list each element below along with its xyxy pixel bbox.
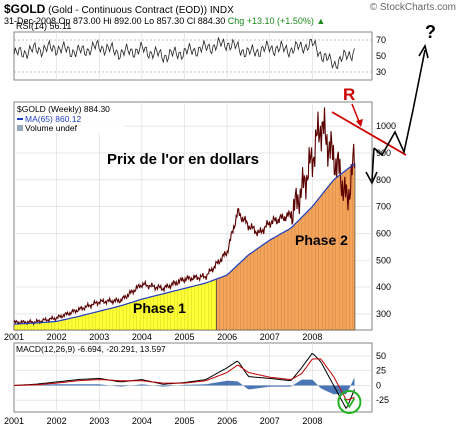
price-axis-tick: 400	[376, 282, 391, 292]
main-annotation-title: Prix de l'or en dollars	[107, 151, 259, 168]
bottom-v-mark	[343, 397, 356, 409]
macd-x-tick-label: 2003	[89, 416, 109, 426]
quote-row: 31-Dec-2008 Op 873.00 Hi 892.00 Lo 857.3…	[4, 16, 325, 26]
macd-signal-line	[13, 358, 355, 401]
legend-box	[15, 103, 125, 133]
question-mark: ?	[425, 22, 436, 42]
price-axis-tick: 600	[376, 228, 391, 238]
main-x-tick-label: 2002	[47, 332, 67, 342]
main-x-tick-label: 2001	[4, 332, 24, 342]
main-x-tick-label: 2008	[302, 332, 322, 342]
macd-x-tick-label: 2006	[217, 416, 237, 426]
main-x-tick-label: 2006	[217, 332, 237, 342]
resistance-trendline	[331, 111, 407, 156]
credit: © StockCharts.com	[369, 2, 456, 13]
main-x-tick-label: 2007	[260, 332, 280, 342]
chart-title-row: $GOLD (Gold - Continuous Contract (EOD))…	[4, 2, 234, 16]
gold-price-line	[13, 107, 356, 326]
quote-change: Chg +13.10 (+1.50%)	[227, 16, 314, 26]
macd-histogram	[14, 377, 355, 395]
price-axis-tick: 700	[376, 202, 391, 212]
main-x-tick-label: 2003	[89, 332, 109, 342]
exchange: INDX	[209, 5, 234, 16]
macd-title: MACD(12,26,9) -6.694, -20.291, 13.597	[16, 344, 166, 354]
projection-up-arrowhead	[418, 43, 429, 59]
change-up-arrow-icon: ▲	[316, 16, 326, 26]
macd-x-tick-label: 2001	[4, 416, 24, 426]
macd-axis-tick: -25	[376, 395, 389, 405]
macd-x-tick-label: 2004	[132, 416, 152, 426]
macd-axis-tick: 50	[376, 351, 386, 361]
resistance-arrowhead	[356, 119, 363, 127]
symbol: $GOLD	[4, 2, 46, 16]
price-axis-tick: 800	[376, 175, 391, 185]
macd-x-tick-label: 2007	[260, 416, 280, 426]
price-axis-tick: 500	[376, 255, 391, 265]
phase1-label: Phase 1	[133, 300, 186, 316]
main-x-tick-label: 2005	[174, 332, 194, 342]
legend-volume: Volume undef	[25, 123, 78, 133]
projection-path	[371, 49, 426, 181]
legend-gold: $GOLD (Weekly) 884.30	[17, 104, 110, 114]
rsi-tick-label: 50	[376, 51, 386, 61]
quote-high: Hi 892.00	[103, 16, 142, 26]
legend-ma: MA(65) 860.12	[25, 114, 81, 124]
macd-x-tick-label: 2005	[174, 416, 194, 426]
instrument-name: (Gold - Continuous Contract (EOD))	[48, 5, 208, 16]
main-x-tick-label: 2004	[132, 332, 152, 342]
quote-open: Op 873.00	[58, 16, 101, 26]
quote-date: 31-Dec-2008	[4, 16, 57, 26]
phase2-label: Phase 2	[295, 232, 348, 248]
ma65-line	[13, 163, 355, 325]
macd-x-tick-label: 2008	[302, 416, 322, 426]
rsi-tick-label: 70	[376, 35, 386, 45]
macd-x-tick-label: 2002	[47, 416, 67, 426]
macd-line	[13, 352, 355, 410]
price-axis-tick: 300	[376, 309, 391, 319]
quote-close: Cl 884.30	[186, 16, 226, 26]
price-axis-tick: 1000	[376, 121, 396, 131]
rsi-series-line	[13, 36, 355, 70]
rsi-title: RSI(14) 56.11	[16, 21, 71, 31]
resistance-label: R	[343, 85, 355, 104]
macd-axis-tick: 25	[376, 366, 386, 376]
rsi-tick-label: 30	[376, 67, 386, 77]
macd-axis-tick: 0	[376, 380, 381, 390]
bottom-highlight-circle	[337, 389, 362, 414]
quote-low: Lo 857.30	[144, 16, 185, 26]
projection-down-arrowhead	[365, 171, 378, 185]
legend-volume-swatch	[17, 125, 23, 131]
